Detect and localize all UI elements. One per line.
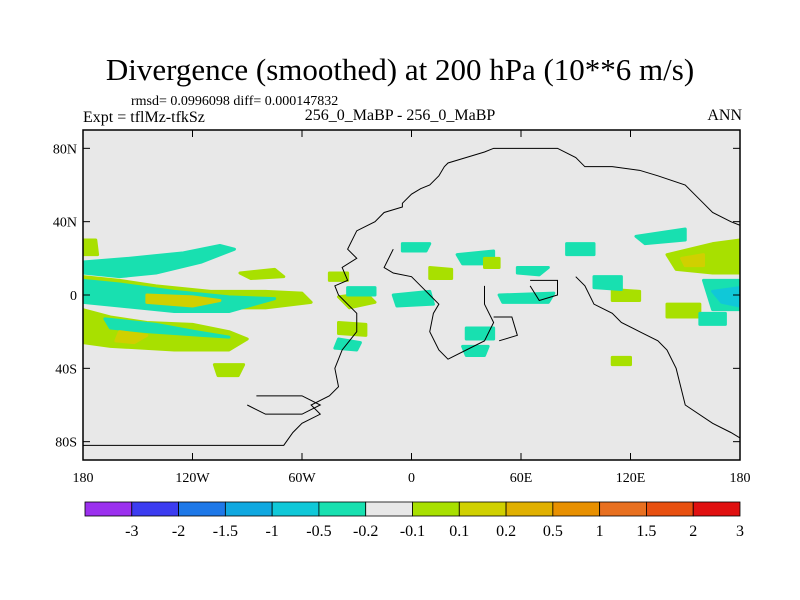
stats-text: rmsd= 0.0996098 diff= 0.000147832 xyxy=(131,94,339,109)
south-pacific-spot xyxy=(212,363,246,378)
indian-ocean-spot xyxy=(483,256,501,269)
x-tick-label: 60E xyxy=(510,471,533,486)
central-africa xyxy=(391,289,435,308)
chart-title: Divergence (smoothed) at 200 hPa (10**6 … xyxy=(105,52,695,87)
south-indian-east xyxy=(610,355,632,367)
north-atlantic-spot xyxy=(400,242,432,253)
south-indian-spot xyxy=(461,344,490,357)
coastline-0 xyxy=(83,147,740,446)
colorbar-label: 2 xyxy=(689,523,697,540)
north-pacific-arm xyxy=(83,244,236,279)
coastline-3 xyxy=(247,395,322,415)
colorbar-label: -0.5 xyxy=(306,523,331,540)
maritime-continent-green xyxy=(610,288,642,302)
northwest-arm xyxy=(83,238,100,257)
tibet-spot xyxy=(565,242,596,257)
colorbar-label: -3 xyxy=(125,523,138,540)
southeast-pacific-2 xyxy=(698,311,727,326)
colorbar-swatch xyxy=(318,501,367,517)
north-pacific-spot xyxy=(238,267,286,280)
atlantic-teal xyxy=(346,286,377,297)
north-pacific-jet-east xyxy=(634,227,687,246)
experiment-label: Expt = tflMz-tfkSz xyxy=(83,109,205,126)
colorbar-swatch xyxy=(271,501,320,517)
colorbar-label: -2 xyxy=(172,523,185,540)
southeast-pacific xyxy=(665,302,702,319)
x-tick-label: 120W xyxy=(175,471,210,486)
x-axis: 180 120W 60W 0 60E 120E 180 xyxy=(73,130,751,486)
colorbar-swatch xyxy=(458,501,507,517)
colorbar-label: -1.5 xyxy=(213,523,238,540)
x-tick-label: 0 xyxy=(408,471,415,486)
colorbar-label: 0.2 xyxy=(496,523,516,540)
east-pacific-core xyxy=(680,253,705,268)
y-tick-label: 40S xyxy=(55,362,77,377)
pacific-core xyxy=(145,293,222,308)
season-label: ANN xyxy=(707,107,742,124)
colorbar-label: -0.1 xyxy=(400,523,425,540)
y-axis: 80N 40N 0 40S 80S xyxy=(53,142,740,451)
y-tick-label: 80S xyxy=(55,436,77,451)
contour-fills xyxy=(83,227,740,378)
colorbar: -3 -2 -1.5 -1 -0.5 -0.2 -0.1 0.1 0.2 0.5 1 1.5 2 3 xyxy=(84,501,744,540)
colorbar-swatch xyxy=(178,501,226,517)
colorbar-label: 3 xyxy=(736,523,744,540)
x-tick-label: 60W xyxy=(288,471,316,486)
y-tick-label: 80N xyxy=(53,142,77,157)
south-pacific-core xyxy=(114,330,149,345)
colorbar-swatch xyxy=(692,501,741,517)
east-pacific-blue xyxy=(711,286,740,308)
colorbar-label: 0.1 xyxy=(449,523,469,540)
x-tick-label: 180 xyxy=(730,471,751,486)
colorbar-label: -1 xyxy=(265,523,278,540)
coastline-2 xyxy=(575,276,740,439)
africa-green xyxy=(428,266,454,280)
indian-ocean-center xyxy=(497,291,556,304)
colorbar-swatch xyxy=(412,501,460,517)
colorbar-swatch xyxy=(552,501,601,517)
colorbar-swatch xyxy=(365,501,413,517)
colorbar-label: 0.5 xyxy=(543,523,563,540)
colorbar-swatch xyxy=(131,501,179,517)
land-outline xyxy=(83,147,740,446)
case-label: 256_0_MaBP - 256_0_MaBP xyxy=(304,107,496,124)
south-america-negative xyxy=(333,337,362,352)
coastline-4 xyxy=(493,316,518,342)
indian-ocean-north xyxy=(515,266,550,277)
maritime-continent-teal xyxy=(592,275,623,291)
y-tick-label: 40N xyxy=(53,216,77,231)
y-tick-label: 0 xyxy=(70,289,77,304)
south-america-west xyxy=(337,321,368,337)
colorbar-swatch xyxy=(84,501,133,517)
colorbar-swatch xyxy=(646,501,694,517)
colorbar-swatch xyxy=(224,501,273,517)
x-tick-label: 120E xyxy=(616,471,646,486)
x-tick-label: 180 xyxy=(73,471,94,486)
colorbar-label: -0.2 xyxy=(353,523,378,540)
south-pacific-negative xyxy=(103,317,231,339)
coastline-1 xyxy=(383,248,495,360)
colorbar-label: 1.5 xyxy=(636,523,656,540)
colorbar-swatch xyxy=(599,501,647,517)
colorbar-swatch xyxy=(505,501,554,517)
coastline-5 xyxy=(529,279,558,302)
colorbar-label: 1 xyxy=(596,523,604,540)
